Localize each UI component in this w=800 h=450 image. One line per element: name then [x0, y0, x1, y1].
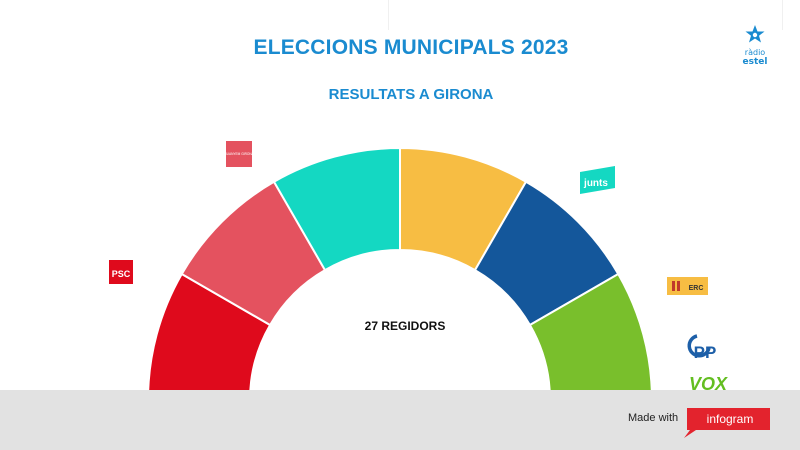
logo-pp: PP — [687, 334, 717, 362]
chart-title: ELECCIONS MUNICIPALS 2023 — [253, 36, 569, 59]
logo-vox-text: VOX — [689, 374, 728, 394]
radio-estel-logo[interactable]: ràdio estel — [735, 24, 775, 67]
brand-line1: ràdio — [744, 48, 766, 57]
infogram-logo[interactable]: infogram — [682, 406, 772, 440]
made-with-label: Made with — [628, 412, 679, 424]
infogram-label: infogram — [707, 412, 754, 426]
star-icon — [745, 25, 765, 43]
logo-guanyem-text: GUANYEM GIRONA — [224, 152, 254, 156]
seat-segments — [146, 146, 654, 401]
logo-vox: VOX — [689, 374, 728, 394]
logo-junts-text: junts — [583, 178, 608, 189]
panel-divider — [388, 0, 389, 30]
logo-psc-text: PSC — [112, 269, 131, 279]
center-label: 27 REGIDORS — [365, 319, 446, 333]
logo-guanyem: GUANYEM GIRONA — [224, 141, 255, 167]
logo-erc-text: ERC — [689, 285, 704, 292]
logo-junts: junts — [580, 166, 615, 194]
logo-erc: ERC — [667, 277, 708, 295]
chart-subtitle: RESULTATS A GIRONA — [328, 86, 494, 103]
logo-pp-text: PP — [694, 343, 717, 362]
footer-bar — [0, 390, 800, 450]
logo-psc: PSC — [109, 260, 133, 284]
panel-divider — [782, 0, 783, 30]
brand-line2: estel — [742, 57, 768, 67]
